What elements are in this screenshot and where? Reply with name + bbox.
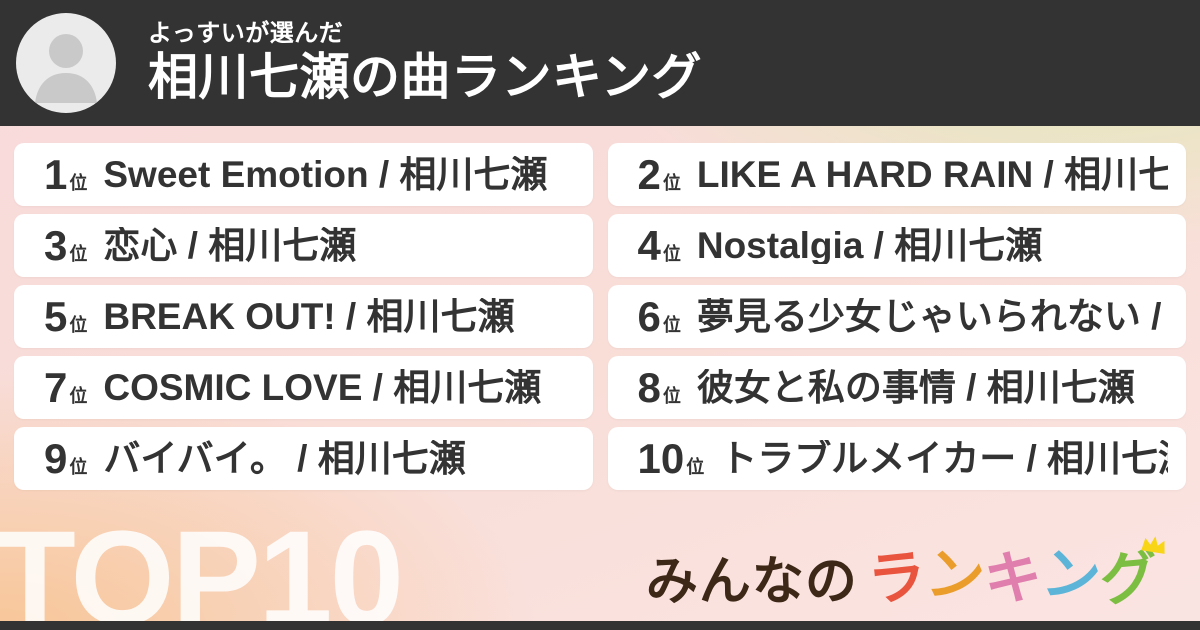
page-title: 相川七瀬の曲ランキング [148, 48, 702, 105]
song-label: Sweet Emotion / 相川七瀬 [103, 156, 548, 193]
rank-number: 2 [637, 150, 661, 198]
header-text: よっすいが選んだ 相川七瀬の曲ランキング [148, 20, 702, 106]
header-bar: よっすいが選んだ 相川七瀬の曲ランキング [0, 0, 1200, 126]
song-label: Nostalgia / 相川七瀬 [696, 227, 1043, 264]
logo-char: ラ [864, 543, 930, 614]
top10-watermark: TOP10 [0, 504, 404, 630]
logo-char: ん [698, 553, 752, 611]
rank-unit: 位 [662, 314, 681, 335]
bottom-edge-bar [0, 621, 1200, 630]
rank-unit: 位 [686, 456, 705, 477]
rank-number: 3 [44, 221, 68, 269]
rank-unit: 位 [69, 243, 88, 264]
rank-number: 5 [44, 292, 68, 340]
rank-number: 4 [637, 221, 661, 269]
user-avatar [16, 13, 116, 113]
logo-char: の [804, 553, 858, 611]
rank-number: 10 [637, 434, 685, 482]
minna-no-ranking-logo[interactable]: み ん な の ラ ン キ ン グ [645, 536, 1165, 614]
logo-char: ン [922, 540, 989, 613]
rank-unit: 位 [69, 385, 88, 406]
ranking-author-subtitle: よっすいが選んだ [148, 19, 344, 47]
logo-char: グ [1097, 536, 1165, 613]
person-icon [35, 34, 97, 103]
song-label: 夢見る少女じゃいられない / ... [696, 298, 1168, 335]
ranking-item-10[interactable]: 10 位 トラブルメイカー / 相川七瀬 [607, 427, 1186, 490]
song-label: 恋心 / 相川七瀬 [103, 227, 357, 264]
song-label: バイバイ。 / 相川七瀬 [103, 440, 466, 477]
crown-icon [1138, 531, 1171, 557]
rank-unit: 位 [69, 456, 88, 477]
rank-unit: 位 [662, 385, 681, 406]
rank-unit: 位 [69, 314, 88, 335]
song-label: トラブルメイカー / 相川七瀬 [720, 440, 1168, 477]
rank-number: 1 [44, 150, 68, 198]
logo-char: み [645, 553, 699, 611]
song-label: 彼女と私の事情 / 相川七瀬 [696, 369, 1135, 406]
rank-unit: 位 [69, 172, 88, 193]
song-label: COSMIC LOVE / 相川七瀬 [103, 369, 542, 406]
rank-number: 9 [44, 434, 68, 482]
logo-char: キ [981, 544, 1045, 613]
song-label: BREAK OUT! / 相川七瀬 [103, 298, 515, 335]
rank-unit: 位 [662, 172, 681, 193]
rank-number: 7 [44, 363, 68, 411]
rank-badge: 10 位 [637, 434, 705, 482]
rank-unit: 位 [662, 243, 681, 264]
logo-char: な [751, 553, 805, 611]
rank-number: 6 [637, 292, 661, 340]
logo-char: ン [1038, 540, 1105, 613]
song-label: LIKE A HARD RAIN / 相川七瀬 [696, 156, 1168, 193]
rank-number: 8 [637, 363, 661, 411]
